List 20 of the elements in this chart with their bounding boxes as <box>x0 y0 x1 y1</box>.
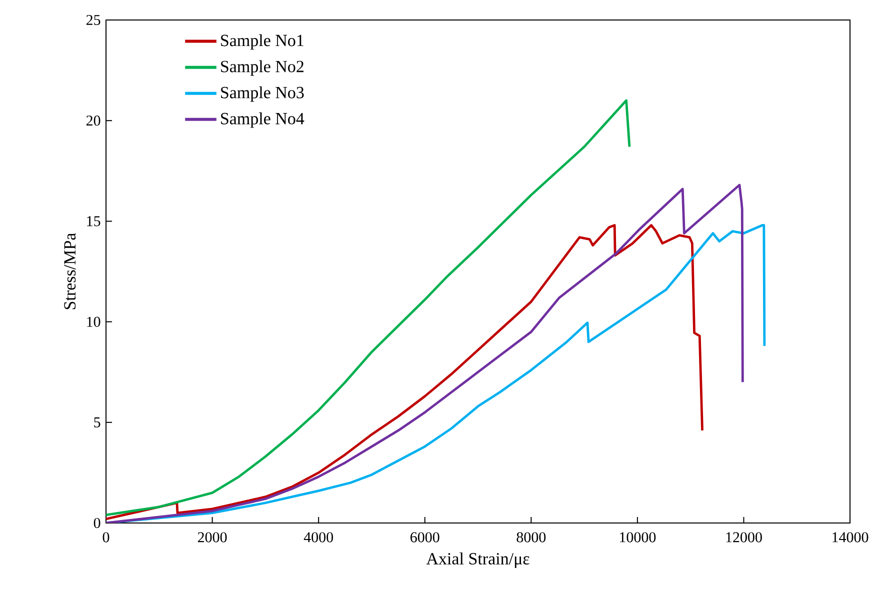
y-tick-label: 10 <box>87 316 100 327</box>
x-tick-label: 12000 <box>726 532 762 542</box>
y-tick-label: 20 <box>86 116 100 126</box>
x-tick-label: 14000 <box>832 532 868 542</box>
x-tick-label: 10000 <box>620 532 656 542</box>
legend-label: Sample No4 <box>221 112 304 128</box>
legend-label: Sample No3 <box>221 86 304 102</box>
y-axis-title: Stress/MPa <box>64 233 76 310</box>
x-tick-label: 4000 <box>304 532 334 542</box>
y-tick-label: 5 <box>94 417 100 428</box>
x-axis-title: Axial Strain/με <box>426 552 530 568</box>
y-tick-label: 0 <box>94 518 100 528</box>
x-tick-label: 2000 <box>198 532 227 542</box>
y-tick-label: 15 <box>87 216 100 226</box>
x-tick-label: 8000 <box>516 532 546 542</box>
x-tick-label: 0 <box>102 532 110 542</box>
legend-label: Sample No2 <box>221 60 304 76</box>
y-tick-label: 25 <box>86 14 100 26</box>
x-tick-label: 6000 <box>410 532 440 542</box>
legend-label: Sample No1 <box>221 34 304 50</box>
